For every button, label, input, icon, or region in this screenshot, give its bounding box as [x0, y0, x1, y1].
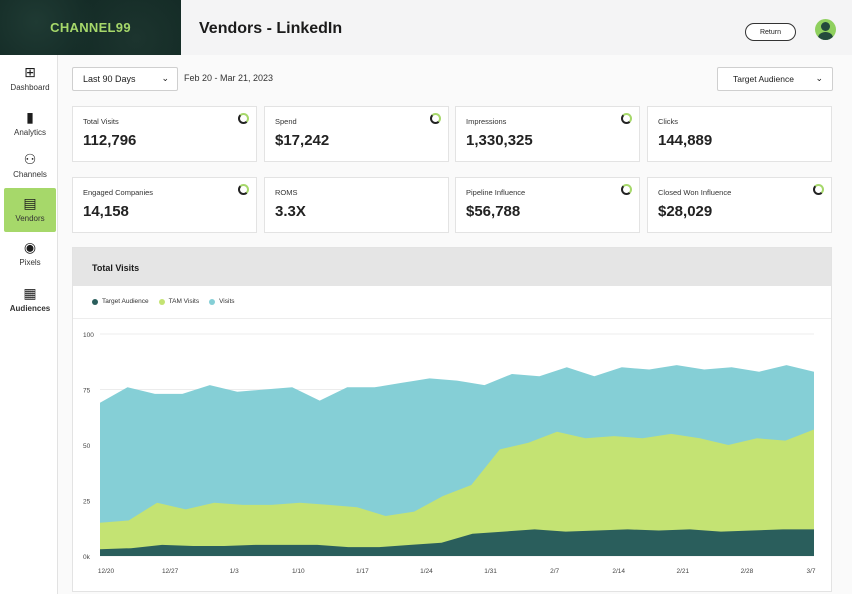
y-tick-label: 100	[83, 332, 94, 339]
x-tick-label: 12/27	[162, 568, 179, 575]
metric-label: ROMS	[275, 188, 298, 197]
metric-card-roms: ROMS 3.3X	[264, 177, 449, 233]
legend-item-target-audience[interactable]: Target Audience	[92, 298, 149, 305]
metric-label: Impressions	[466, 117, 507, 126]
metric-card-impressions: Impressions 1,330,325	[455, 106, 640, 162]
loading-spinner-icon	[621, 184, 632, 195]
main-content: Last 90 Days ⌄ Feb 20 - Mar 21, 2023 Tar…	[58, 55, 852, 594]
metric-label: Closed Won Influence	[658, 188, 732, 197]
x-tick-label: 1/10	[292, 568, 305, 575]
area-chart: 0k 25 50 75 100 12/20 12/27 1/3 1/10 1/17 1/24 1/31…	[83, 332, 816, 575]
page-title: Vendors - LinkedIn	[199, 20, 343, 37]
legend-label: Target Audience	[102, 298, 149, 305]
user-avatar[interactable]	[815, 19, 836, 40]
chevron-down-icon: ⌄	[161, 73, 169, 83]
sidebar-item-label: Channels	[13, 170, 47, 179]
area-series-target-audience	[100, 529, 814, 556]
channels-icon: ⚇	[23, 152, 37, 168]
metric-value: 112,796	[83, 132, 137, 149]
legend-swatch	[209, 298, 216, 305]
chart-title: Total Visits	[92, 263, 140, 273]
date-range-select-value: Last 90 Days	[83, 74, 136, 84]
metric-card-clicks: Clicks 144,889	[647, 106, 832, 162]
legend-label: TAM Visits	[168, 298, 200, 305]
legend-item-tam-visits[interactable]: TAM Visits	[158, 298, 200, 305]
chart-header: Total Visits	[73, 248, 831, 286]
sidebar-item-label: Analytics	[13, 128, 46, 137]
loading-spinner-icon	[238, 113, 249, 124]
date-range-select[interactable]: Last 90 Days ⌄	[72, 67, 178, 91]
legend-item-visits[interactable]: Visits	[209, 298, 235, 305]
metric-label: Engaged Companies	[83, 188, 154, 197]
chart-legend: Target Audience TAM Visits Visits	[92, 298, 235, 305]
metric-value: 3.3X	[275, 203, 306, 220]
metric-value: 1,330,325	[466, 132, 533, 149]
sidebar-item-vendors[interactable]: ▤ Vendors	[4, 188, 56, 232]
top-header: Vendors - LinkedIn Return	[181, 0, 852, 55]
total-visits-chart-panel: Total Visits Target Audience TAM Visits …	[72, 247, 832, 592]
audience-select-value: Target Audience	[733, 74, 794, 84]
metric-label: Clicks	[658, 117, 678, 126]
metric-card-pipeline-influence: Pipeline Influence $56,788	[455, 177, 640, 233]
chevron-down-icon: ⌄	[815, 73, 823, 83]
y-tick-label: 0k	[83, 554, 91, 561]
x-tick-label: 2/21	[676, 568, 689, 575]
y-tick-label: 75	[83, 388, 91, 395]
x-tick-label: 2/14	[612, 568, 625, 575]
sidebar-item-label: Audiences	[9, 304, 51, 313]
x-tick-label: 12/20	[98, 568, 115, 575]
sidebar-item-label: Dashboard	[10, 83, 50, 92]
pixel-signal-icon: ◉	[23, 240, 37, 256]
x-tick-label: 1/3	[230, 568, 239, 575]
sidebar-item-analytics[interactable]: ▮ Analytics	[4, 102, 56, 146]
bar-chart-icon: ▮	[26, 110, 34, 126]
x-tick-label: 1/17	[356, 568, 369, 575]
dashboard-icon: ⊞	[24, 65, 36, 81]
x-tick-label: 1/24	[420, 568, 433, 575]
brand-logo-text: CHANNEL99	[50, 20, 131, 35]
x-tick-label: 1/31	[484, 568, 497, 575]
metric-label: Total Visits	[83, 117, 119, 126]
sidebar: ⊞ Dashboard ▮ Analytics ⚇ Channels ▤ Ven…	[0, 55, 58, 594]
sidebar-item-channels[interactable]: ⚇ Channels	[4, 144, 56, 188]
loading-spinner-icon	[813, 184, 824, 195]
sidebar-item-label: Vendors	[15, 214, 45, 223]
legend-swatch	[158, 298, 165, 305]
metric-card-closed-won-influence: Closed Won Influence $28,029	[647, 177, 832, 233]
sidebar-item-audiences[interactable]: ▦ Audiences	[4, 278, 56, 322]
x-tick-label: 3/7	[806, 568, 815, 575]
x-tick-label: 2/7	[550, 568, 559, 575]
metric-value: 14,158	[83, 203, 129, 220]
loading-spinner-icon	[430, 113, 441, 124]
y-tick-label: 50	[83, 443, 91, 450]
audience-select[interactable]: Target Audience ⌄	[717, 67, 833, 91]
metric-value: $28,029	[658, 203, 713, 220]
metric-card-engaged-companies: Engaged Companies 14,158	[72, 177, 257, 233]
metric-value: $17,242	[275, 132, 330, 149]
loading-spinner-icon	[238, 184, 249, 195]
sidebar-item-pixels[interactable]: ◉ Pixels	[4, 232, 56, 276]
x-tick-label: 2/28	[741, 568, 754, 575]
date-range-text: Feb 20 - Mar 21, 2023	[184, 73, 274, 83]
y-tick-label: 25	[83, 499, 91, 506]
vendors-icon: ▤	[23, 196, 37, 212]
return-button[interactable]: Return	[745, 23, 796, 41]
brand-logo[interactable]: CHANNEL99	[0, 0, 181, 55]
metric-label: Pipeline Influence	[466, 188, 526, 197]
legend-label: Visits	[219, 298, 235, 305]
metric-card-total-visits: Total Visits 112,796	[72, 106, 257, 162]
legend-swatch	[92, 298, 98, 305]
metric-value: $56,788	[466, 203, 521, 220]
metric-card-spend: Spend $17,242	[264, 106, 449, 162]
area-series-tam-visits	[100, 429, 814, 556]
chart-divider	[73, 318, 831, 319]
loading-spinner-icon	[621, 113, 632, 124]
sidebar-item-dashboard[interactable]: ⊞ Dashboard	[4, 57, 56, 101]
sidebar-item-label: Pixels	[19, 258, 41, 267]
audiences-icon: ▦	[23, 286, 37, 302]
metric-value: 144,889	[658, 132, 713, 149]
metric-label: Spend	[275, 117, 297, 126]
